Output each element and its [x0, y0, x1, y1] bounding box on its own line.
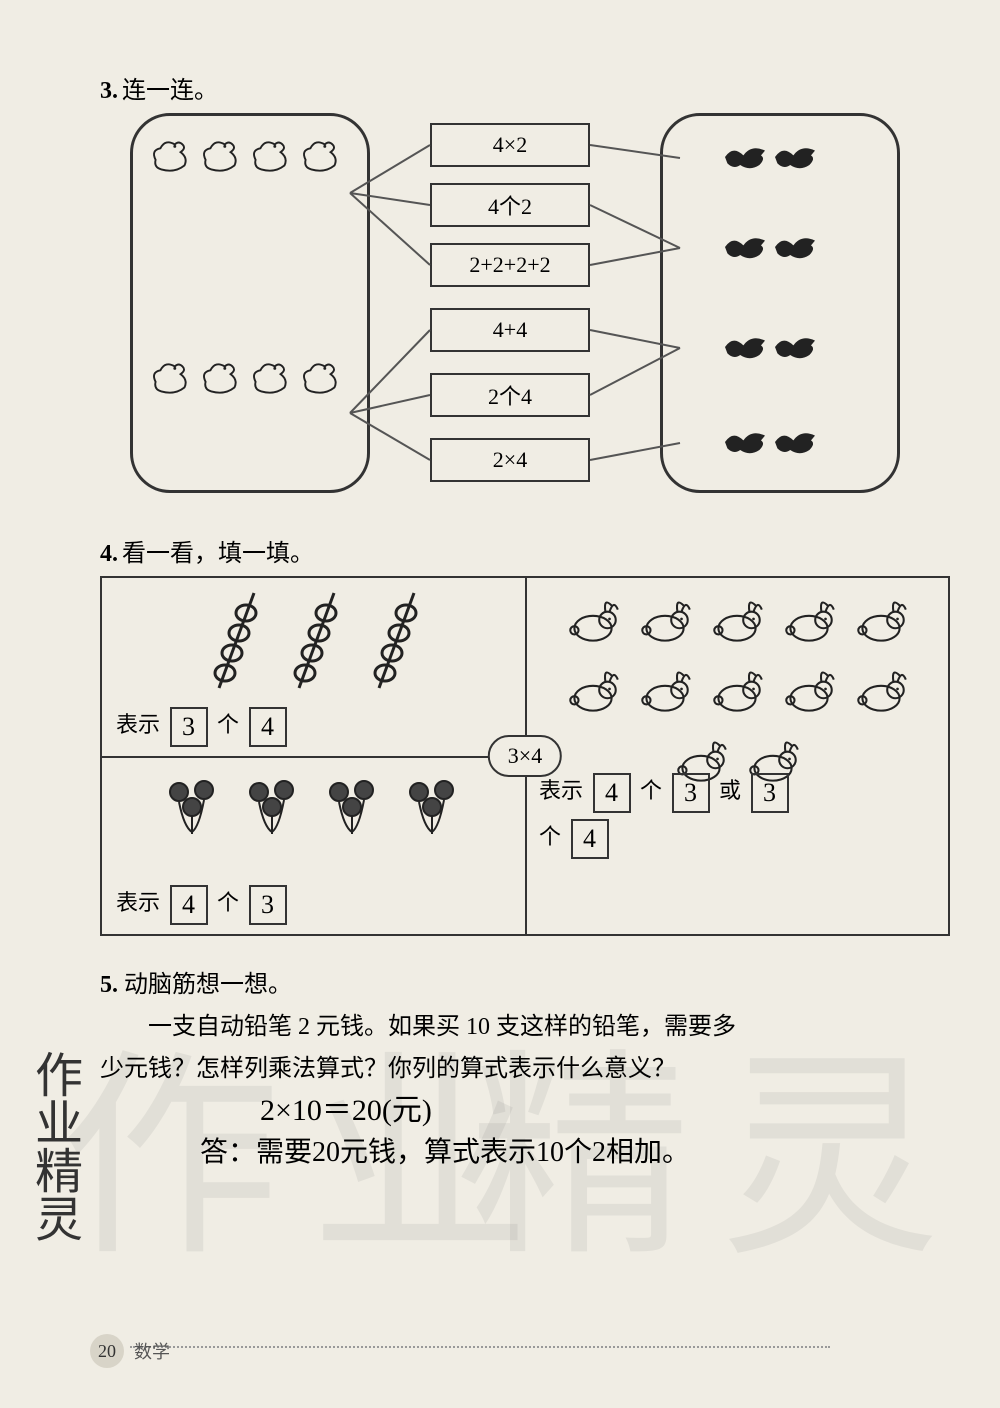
rabbit-grid [539, 588, 934, 794]
swallow-icon [721, 418, 769, 466]
q4-grid: 3×4 表示 3 个 4 表示 4 个 3 表示 4 个 [100, 576, 950, 936]
q5-number: 5. [100, 972, 118, 998]
q4-r-mid1: 个 [640, 778, 662, 803]
skewer-row [116, 588, 511, 704]
rabbit-icon [706, 594, 768, 654]
rabbit-icon [562, 664, 624, 724]
flower-bunch-icon [239, 772, 309, 848]
footer-subject: 数学 [134, 1338, 170, 1364]
q4-bl-prefix: 表示 [116, 890, 160, 915]
q5-handwritten-answer: 答：需要20元钱，算式表示10个2相加。 [100, 1132, 950, 1174]
q3-mid-box-4: 2个4 [430, 373, 590, 417]
q4-title: 看一看，填一填。 [122, 541, 314, 567]
q3-ducks-bottom [145, 353, 345, 401]
skewer-icon [279, 588, 349, 704]
rabbit-icon [634, 664, 696, 724]
duck-icon [196, 353, 244, 401]
q3-mid-box-2: 2+2+2+2 [430, 243, 590, 287]
q4-r-mid2: 个 [539, 824, 561, 849]
duck-icon [146, 131, 194, 179]
q5-body-line2: 少元钱？怎样列乘法算式？你列的算式表示什么意义？ [100, 1048, 950, 1090]
page-footer: 20 数学 [90, 1334, 170, 1368]
q4-r-b3: 3 [751, 773, 789, 813]
q4-tl-prefix: 表示 [116, 712, 160, 737]
q4-cell-right: 表示 4 个 3 或 3 个 4 [525, 578, 948, 934]
q3-birds-row-1 [690, 133, 850, 183]
flower-bunch-icon [159, 772, 229, 848]
swallow-icon [721, 223, 769, 271]
q4-header: 4. 看一看，填一填。 [100, 533, 950, 568]
rabbit-icon [706, 664, 768, 724]
duck-icon [296, 131, 344, 179]
q4-r-b2: 3 [672, 773, 710, 813]
rabbit-icon [850, 594, 912, 654]
flower-row [116, 772, 511, 848]
swallow-icon [721, 133, 769, 181]
page-number: 20 [90, 1334, 124, 1368]
rabbit-icon [634, 594, 696, 654]
footer-dotline [130, 1346, 830, 1348]
q3-ducks-top [145, 131, 345, 179]
duck-icon [146, 353, 194, 401]
swallow-icon [771, 418, 819, 466]
rabbit-icon [778, 664, 840, 724]
rabbit-icon [850, 664, 912, 724]
q3-title: 连一连。 [122, 78, 218, 104]
swallow-icon [771, 133, 819, 181]
duck-icon [296, 353, 344, 401]
duck-icon [246, 353, 294, 401]
q3-birds-row-4 [690, 418, 850, 468]
q4-bl-blank1: 4 [170, 885, 208, 925]
q4-cell-bottom-left: 表示 4 个 3 [102, 756, 525, 934]
q4-bl-mid: 个 [217, 890, 239, 915]
q3-canvas: 4×2 4个2 2+2+2+2 4+4 2个4 2×4 [100, 113, 950, 513]
skewer-icon [199, 588, 269, 704]
q5-block: 5. 动脑筋想一想。 一支自动铅笔 2 元钱。如果买 10 支这样的铅笔，需要多… [100, 964, 950, 1174]
q4-r-b4: 4 [571, 819, 609, 859]
rabbit-icon [562, 594, 624, 654]
q4-number: 4. [100, 541, 118, 567]
q4-tl-blank2: 4 [249, 707, 287, 747]
q3-mid-box-3: 4+4 [430, 308, 590, 352]
q3-birds-row-3 [690, 323, 850, 373]
q5-title: 动脑筋想一想。 [124, 972, 292, 998]
q3-number: 3. [100, 78, 118, 104]
q4-r-prefix: 表示 [539, 778, 583, 803]
q4-tl-blank1: 3 [170, 707, 208, 747]
duck-icon [196, 131, 244, 179]
q4-bl-blank2: 3 [249, 885, 287, 925]
skewer-icon [359, 588, 429, 704]
q4-cell-top-left: 表示 3 个 4 [102, 578, 525, 756]
q4-tl-mid: 个 [217, 712, 239, 737]
duck-icon [246, 131, 294, 179]
flower-bunch-icon [319, 772, 389, 848]
q3-header: 3. 连一连。 [100, 70, 950, 105]
flower-bunch-icon [399, 772, 469, 848]
swallow-icon [771, 323, 819, 371]
q3-mid-box-5: 2×4 [430, 438, 590, 482]
q4-center-pill: 3×4 [488, 735, 562, 777]
swallow-icon [771, 223, 819, 271]
q3-mid-box-1: 4个2 [430, 183, 590, 227]
q3-birds-row-2 [690, 223, 850, 273]
q3-mid-box-0: 4×2 [430, 123, 590, 167]
q4-r-b1: 4 [593, 773, 631, 813]
rabbit-icon [778, 594, 840, 654]
swallow-icon [721, 323, 769, 371]
q5-body-line1: 一支自动铅笔 2 元钱。如果买 10 支这样的铅笔，需要多 [100, 1006, 950, 1048]
q4-r-or: 或 [719, 778, 741, 803]
q5-handwritten-equation: 2×10＝20(元) [100, 1090, 950, 1132]
